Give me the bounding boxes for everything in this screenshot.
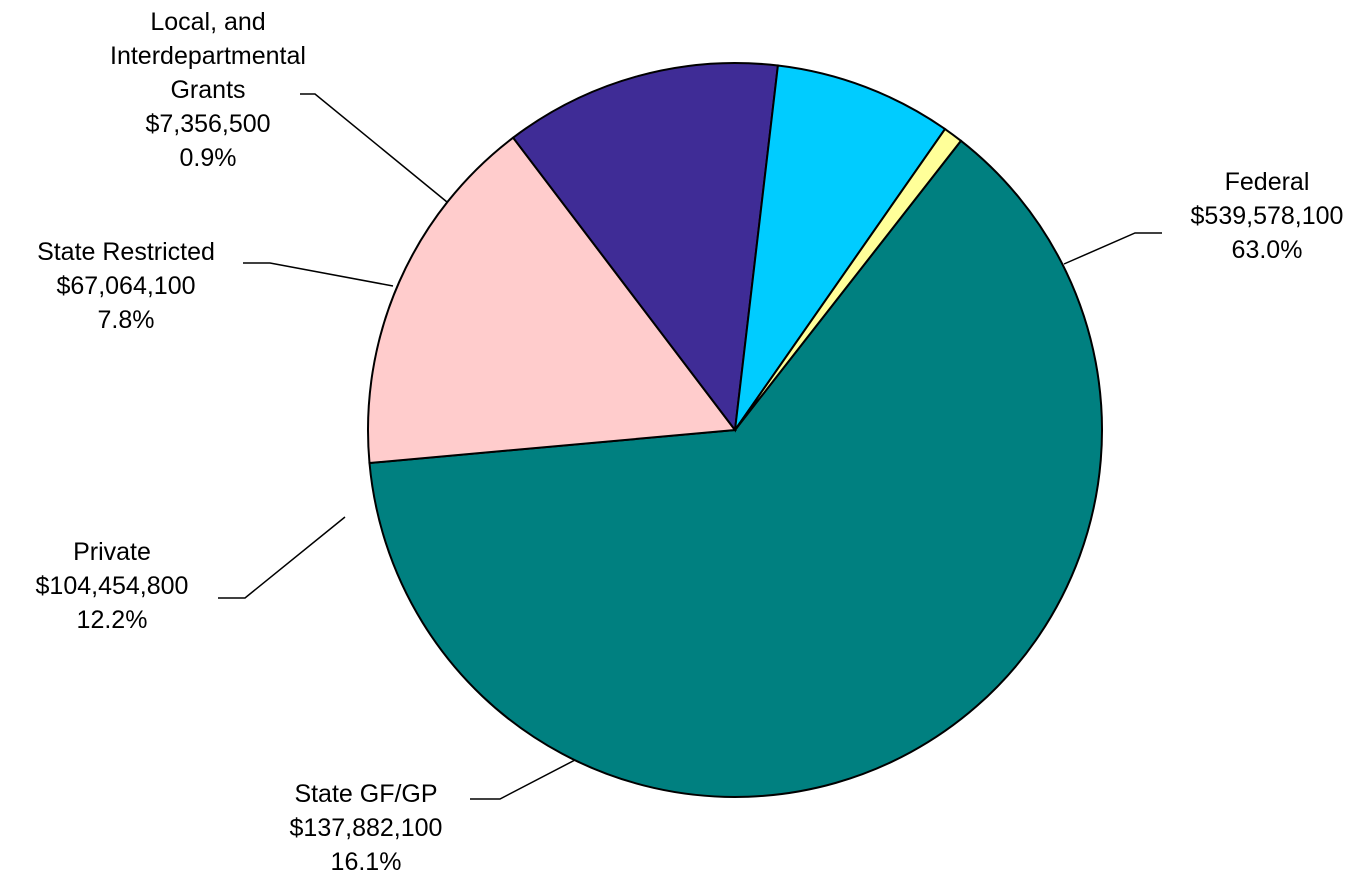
pie-slices [367, 62, 1103, 798]
leader-line-private [218, 516, 346, 599]
slice-state-restricted [734, 64, 947, 431]
slice-label-local-and-interdepartmental-grants: Local, and Interdepartmental Grants $7,356,… [110, 8, 306, 172]
slice-label-federal: Federal $539,578,100 63.0% [1191, 168, 1344, 264]
leader-line-local-and-interdepartmental-grants [300, 93, 448, 203]
slice-federal [368, 139, 1103, 798]
slice-state-gf-gp [367, 136, 737, 465]
slice-local-and-interdepartmental-grants [734, 127, 963, 431]
leader-line-state-gf-gp [470, 759, 576, 800]
leader-line-state-restricted [243, 262, 394, 287]
slice-labels: Federal $539,578,100 63.0% State GF/GP $137,… [36, 8, 1344, 876]
leader-line-federal [1063, 232, 1162, 265]
leader-lines [218, 93, 1162, 800]
slice-label-private: Private $104,454,800 12.2% [36, 538, 189, 634]
slice-private [511, 62, 780, 433]
slice-label-state-gf-gp: State GF/GP $137,882,100 16.1% [290, 780, 443, 876]
slice-label-state-restricted: State Restricted $67,064,100 7.8% [37, 238, 215, 334]
